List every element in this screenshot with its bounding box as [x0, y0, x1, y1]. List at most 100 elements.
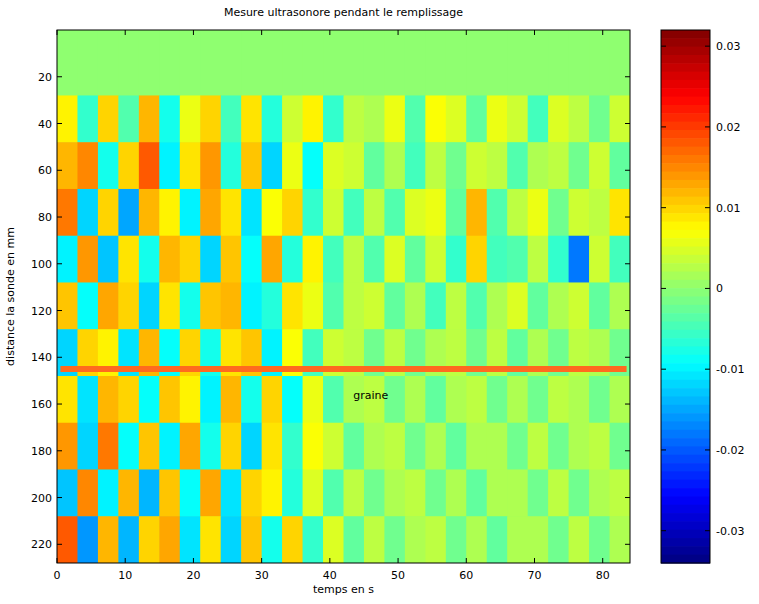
colorbar-step	[661, 346, 710, 355]
colorbar-tick	[661, 46, 666, 47]
cell	[405, 423, 426, 470]
colorbar-tick-label: 0	[716, 282, 723, 295]
y-tick	[57, 357, 62, 358]
cell	[405, 516, 426, 563]
colorbar-tick	[661, 207, 666, 208]
cell	[98, 142, 119, 189]
cell	[487, 376, 508, 423]
cell	[548, 95, 569, 142]
cell	[364, 142, 385, 189]
colorbar-tick	[661, 126, 666, 127]
x-tick	[466, 30, 467, 35]
cell	[487, 189, 508, 236]
colorbar-step	[661, 197, 710, 206]
x-tick	[398, 558, 399, 563]
cell	[241, 189, 262, 236]
colorbar-step	[661, 163, 710, 172]
cell	[139, 516, 160, 563]
cell	[610, 142, 630, 189]
cell	[548, 376, 569, 423]
cell	[364, 423, 385, 470]
cell	[262, 516, 283, 563]
cell	[610, 376, 630, 423]
cell	[323, 189, 344, 236]
colorbar-step	[661, 280, 710, 289]
cell	[118, 236, 139, 283]
colorbar-step	[661, 30, 710, 39]
colorbar-tick-label: 0.02	[716, 121, 741, 134]
cell	[159, 236, 180, 283]
y-tick-label: 20	[38, 71, 52, 84]
cell	[159, 423, 180, 470]
cell	[589, 516, 610, 563]
x-tick	[125, 558, 126, 563]
colorbar-step	[661, 513, 710, 522]
cell	[98, 282, 119, 329]
colorbar-step	[661, 430, 710, 439]
x-axis-title: temps en s	[313, 583, 374, 596]
cell	[282, 236, 303, 283]
cell	[507, 189, 528, 236]
cell	[405, 376, 426, 423]
cell	[180, 282, 201, 329]
cell	[528, 516, 549, 563]
cell	[610, 469, 630, 516]
cell	[159, 376, 180, 423]
cell	[466, 30, 487, 96]
cell	[241, 282, 262, 329]
cell	[344, 189, 365, 236]
cell	[98, 376, 119, 423]
cell	[77, 282, 98, 329]
cell	[241, 469, 262, 516]
y-tick-label: 60	[38, 164, 52, 177]
colorbar-step	[661, 172, 710, 181]
cell	[221, 236, 242, 283]
cell	[282, 516, 303, 563]
cell	[180, 95, 201, 142]
y-tick-label: 100	[31, 258, 52, 271]
cell	[405, 282, 426, 329]
title: Mesure ultrasonore pendant le remplissag…	[224, 6, 463, 19]
colorbar-tick	[705, 449, 710, 450]
colorbar-step	[661, 471, 710, 480]
cell	[323, 516, 344, 563]
cell	[98, 189, 119, 236]
figure: 0102030405060708020406080100120140160180…	[0, 0, 759, 604]
cell	[180, 516, 201, 563]
cell	[446, 423, 467, 470]
colorbar-step	[661, 355, 710, 364]
cell	[139, 282, 160, 329]
colorbar-step	[661, 288, 710, 297]
colorbar-tick	[661, 288, 666, 289]
cell	[200, 516, 221, 563]
y-tick	[625, 404, 630, 405]
cells	[57, 30, 630, 563]
cell	[446, 95, 467, 142]
y-tick	[625, 357, 630, 358]
y-tick	[57, 310, 62, 311]
cell	[262, 423, 283, 470]
cell	[323, 469, 344, 516]
cell	[487, 236, 508, 283]
cell	[528, 282, 549, 329]
colorbar-step	[661, 122, 710, 131]
cell	[118, 423, 139, 470]
cell	[159, 282, 180, 329]
cell	[118, 282, 139, 329]
cell	[528, 95, 549, 142]
cell	[241, 423, 262, 470]
cell	[466, 469, 487, 516]
x-tick-label: 70	[528, 569, 542, 582]
cell	[466, 376, 487, 423]
colorbar-step	[661, 530, 710, 539]
x-tick	[602, 558, 603, 563]
colorbar-tick-label: -0.03	[716, 525, 744, 538]
cell	[282, 282, 303, 329]
cell	[528, 469, 549, 516]
cell	[57, 516, 78, 563]
colorbar-step	[661, 105, 710, 114]
cell	[118, 30, 139, 96]
colorbar-step	[661, 188, 710, 197]
cell	[221, 376, 242, 423]
colorbar-step	[661, 80, 710, 89]
